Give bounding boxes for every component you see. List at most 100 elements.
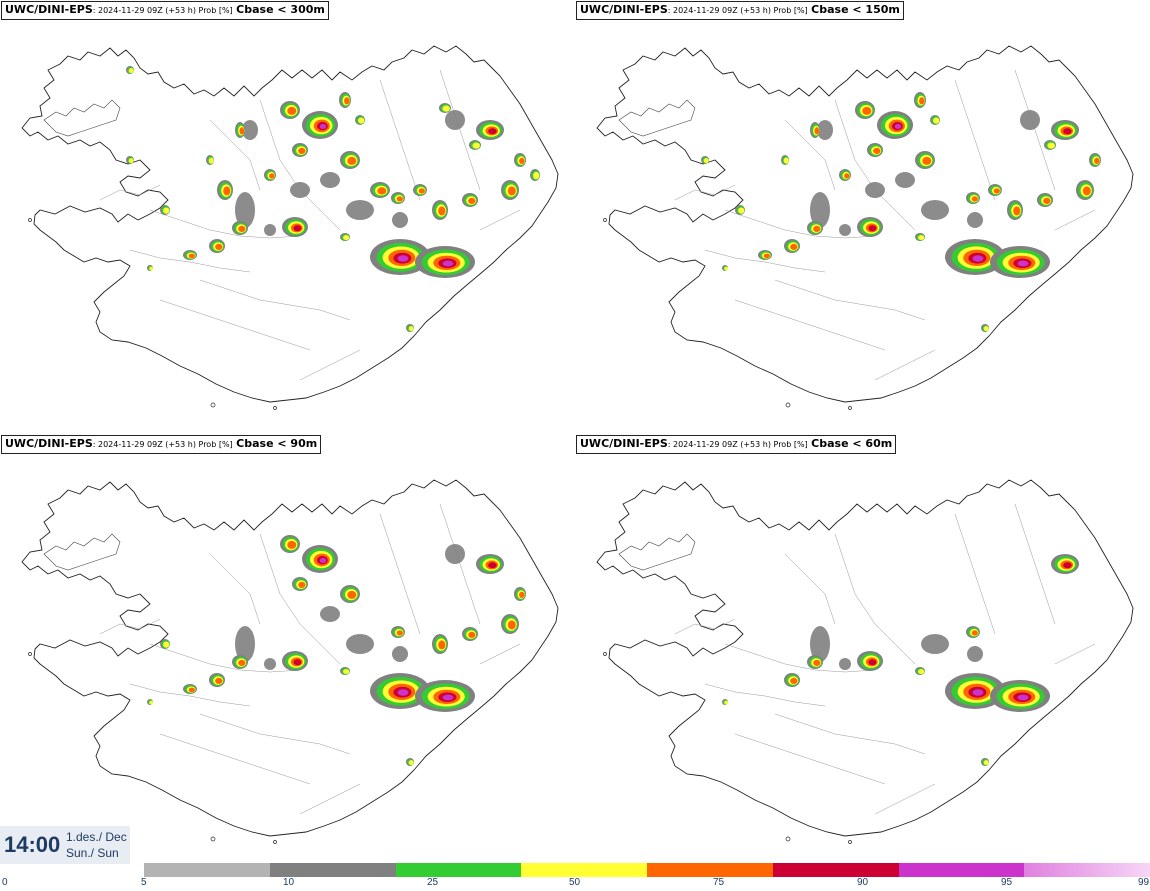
probability-area-low — [921, 634, 949, 654]
probability-area — [223, 186, 231, 196]
region-boundary — [834, 533, 916, 665]
probability-area — [442, 260, 454, 267]
panel-title: UWC/DINI-EPS: 2024-11-29 09Z (+53 h) Pro… — [576, 1, 904, 20]
probability-area — [442, 105, 450, 112]
probability-area — [724, 700, 729, 705]
probability-area — [238, 659, 246, 666]
probability-area — [488, 128, 497, 135]
probability-area — [347, 156, 357, 165]
probability-area — [344, 97, 350, 105]
region-boundary — [734, 733, 886, 785]
probability-area — [358, 117, 365, 124]
region-boundary — [149, 643, 301, 673]
probability-area — [287, 106, 297, 115]
iceland-map — [596, 479, 1134, 844]
legend-tick-label: 75 — [713, 877, 725, 888]
probability-area — [418, 188, 425, 194]
probability-area — [993, 188, 1000, 194]
probability-area — [287, 540, 297, 549]
legend-swatch — [269, 863, 396, 877]
legend-tick-label: 25 — [427, 877, 439, 888]
probability-area — [533, 171, 540, 180]
westfjords-outline — [43, 533, 121, 571]
map-panel-300m: UWC/DINI-EPS: 2024-11-29 09Z (+53 h) Pro… — [0, 0, 575, 437]
region-boundary — [674, 618, 736, 635]
region-boundary — [129, 249, 251, 273]
panel-title: UWC/DINI-EPS: 2024-11-29 09Z (+53 h) Pro… — [1, 435, 322, 454]
probability-area — [208, 157, 214, 164]
probability-area-low — [320, 172, 340, 188]
probability-area — [298, 581, 306, 588]
probability-area — [1063, 128, 1072, 135]
probability-area-low — [264, 224, 276, 236]
region-boundary — [1054, 209, 1096, 231]
valid-day: Sun./ Sun — [66, 846, 119, 860]
probability-area — [868, 659, 877, 666]
run-info: : 2024-11-29 09Z (+53 h) Prob [%] — [92, 440, 233, 449]
probability-area — [790, 243, 798, 250]
probability-area — [813, 659, 821, 666]
probability-area-low — [967, 212, 983, 228]
region-boundary — [209, 553, 261, 625]
region-boundary — [159, 299, 311, 351]
westfjords-outline — [43, 99, 121, 137]
probability-area-low — [865, 182, 885, 198]
probability-area — [343, 235, 350, 241]
probability-area — [396, 630, 403, 636]
probability-area — [918, 235, 925, 241]
region-boundary — [159, 733, 311, 785]
probability-area — [215, 243, 223, 250]
probability-area-low — [242, 120, 258, 140]
region-boundary — [149, 209, 301, 239]
probability-area — [343, 669, 350, 675]
probability-area — [442, 694, 454, 701]
region-boundary — [674, 184, 736, 201]
island — [210, 402, 216, 408]
run-info: : 2024-11-29 09Z (+53 h) Prob [%] — [667, 6, 808, 15]
probability-area — [507, 620, 516, 630]
legend-swatch — [772, 863, 899, 877]
run-info: : 2024-11-29 09Z (+53 h) Prob [%] — [667, 440, 808, 449]
region-boundary — [379, 513, 421, 635]
probability-area-low — [810, 192, 830, 228]
probability-area — [1017, 694, 1029, 701]
region-boundary — [199, 713, 351, 755]
region-boundary — [1054, 643, 1096, 665]
probability-area-low — [290, 182, 310, 198]
island — [273, 840, 277, 844]
region-boundary — [209, 119, 261, 191]
island — [28, 218, 32, 222]
legend-swatch — [1024, 863, 1150, 877]
probability-area — [873, 147, 881, 154]
legend-swatch — [521, 863, 647, 877]
region-boundary — [299, 349, 361, 381]
iceland-map — [21, 479, 559, 844]
region-boundary — [774, 279, 926, 321]
probability-area-low — [445, 110, 465, 130]
probability-area — [396, 196, 403, 202]
probability-area — [377, 187, 387, 195]
region-boundary — [259, 99, 341, 231]
valid-date: 1.des./ Dec — [66, 830, 127, 844]
probability-area — [868, 225, 877, 232]
region-boundary — [439, 69, 481, 191]
probability-area — [128, 158, 134, 164]
region-boundary — [129, 683, 251, 707]
probability-area — [293, 659, 302, 666]
color-legend-bar — [144, 863, 1150, 877]
probability-area-low — [346, 200, 374, 220]
variable-label: Cbase < 150m — [811, 3, 900, 16]
region-boundary — [784, 553, 836, 625]
probability-area — [488, 562, 497, 569]
probability-area-low — [895, 172, 915, 188]
valid-time-box — [0, 826, 130, 864]
probability-area — [983, 326, 989, 332]
legend-swatch — [647, 863, 773, 877]
iceland-map — [21, 45, 559, 410]
legend-swatch — [144, 863, 270, 877]
island — [785, 402, 791, 408]
probability-area — [1047, 142, 1055, 149]
region-boundary — [954, 513, 996, 635]
region-boundary — [874, 783, 936, 815]
probability-area — [319, 124, 327, 129]
